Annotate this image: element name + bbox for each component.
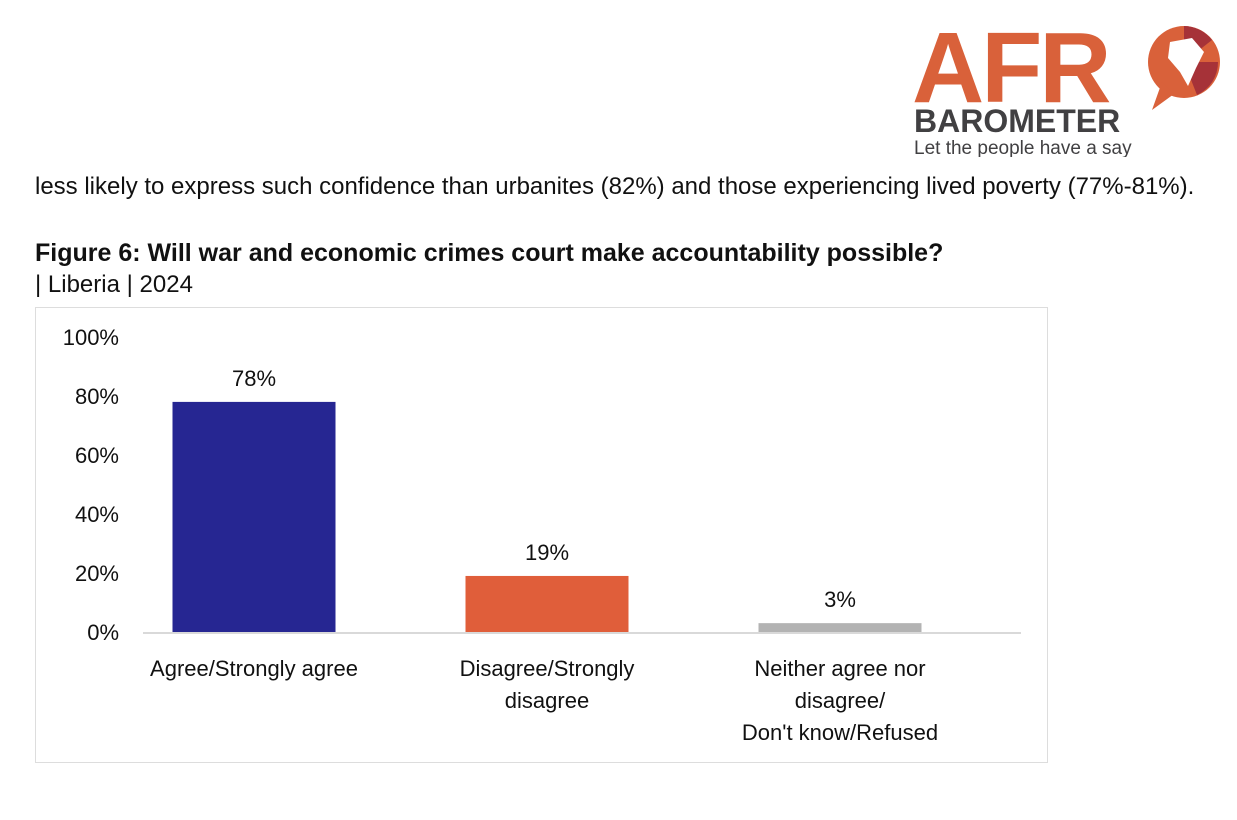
afrobarometer-logo: AFR BAROMETER Let the people have a say — [912, 12, 1220, 157]
x-category-label: disagree/ — [795, 688, 886, 713]
svg-text:AFR: AFR — [912, 12, 1110, 124]
figure-subtitle: | Liberia | 2024 — [35, 271, 193, 298]
y-tick-label: 0% — [87, 620, 119, 645]
body-paragraph: less likely to express such confidence t… — [35, 173, 1195, 200]
data-label: 19% — [525, 540, 569, 565]
y-tick-label: 80% — [75, 384, 119, 409]
bar — [465, 575, 629, 632]
data-label: 3% — [824, 587, 856, 612]
data-label: 78% — [232, 366, 276, 391]
x-category-label: Disagree/Strongly — [460, 656, 635, 681]
svg-text:Let the people have a say: Let the people have a say — [914, 138, 1132, 157]
chart-svg: 0% 20% 40% 60% 80% 100% 78% Agree/Strongly agre… — [63, 325, 1021, 745]
svg-text:BAROMETER: BAROMETER — [914, 103, 1120, 139]
y-tick-label: 100% — [63, 325, 119, 350]
x-category-label: Don't know/Refused — [742, 720, 938, 745]
y-tick-label: 60% — [75, 443, 119, 468]
y-tick-label: 20% — [75, 561, 119, 586]
figure-title: Figure 6: Will war and economic crimes c… — [35, 239, 944, 267]
bar — [172, 401, 336, 632]
x-category-label: disagree — [505, 688, 589, 713]
bar — [758, 623, 922, 632]
content: less likely to express such confidence t… — [35, 170, 1215, 763]
bar-chart: 0% 20% 40% 60% 80% 100% 78% Agree/Strongly agre… — [35, 307, 1048, 763]
x-category-label: Agree/Strongly agree — [150, 656, 358, 681]
y-tick-label: 40% — [75, 502, 119, 527]
x-category-label: Neither agree nor — [754, 656, 925, 681]
